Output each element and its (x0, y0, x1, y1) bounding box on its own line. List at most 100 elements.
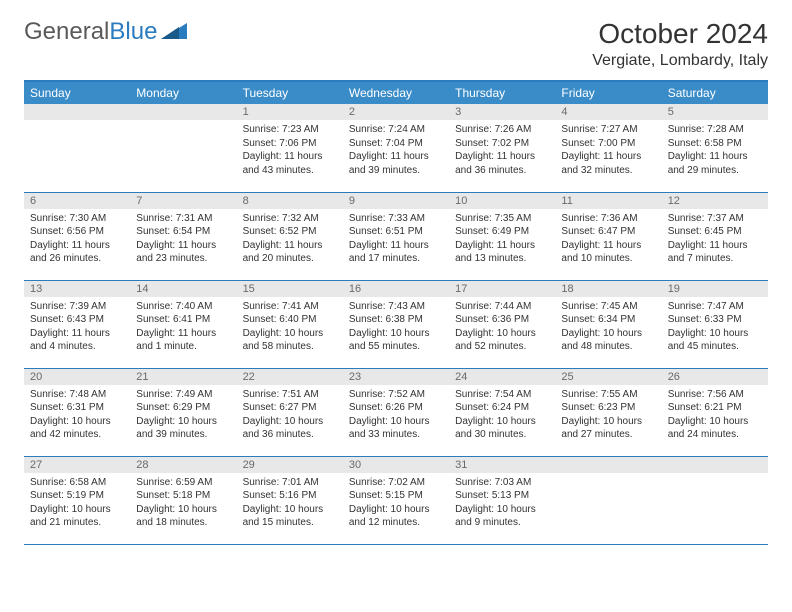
day-content: Sunrise: 7:54 AMSunset: 6:24 PMDaylight:… (449, 385, 555, 445)
daylight-text: Daylight: 10 hours and 15 minutes. (243, 503, 337, 530)
daylight-text: Daylight: 10 hours and 42 minutes. (30, 415, 124, 442)
day-content: Sunrise: 7:49 AMSunset: 6:29 PMDaylight:… (130, 385, 236, 445)
sunset-text: Sunset: 5:19 PM (30, 489, 124, 503)
day-content: Sunrise: 7:51 AMSunset: 6:27 PMDaylight:… (237, 385, 343, 445)
daylight-text: Daylight: 10 hours and 21 minutes. (30, 503, 124, 530)
sunrise-text: Sunrise: 7:39 AM (30, 300, 124, 314)
sunrise-text: Sunrise: 7:55 AM (561, 388, 655, 402)
day-number: 14 (130, 281, 236, 297)
day-number: 10 (449, 193, 555, 209)
sunrise-text: Sunrise: 7:26 AM (455, 123, 549, 137)
sunset-text: Sunset: 6:33 PM (668, 313, 762, 327)
sunset-text: Sunset: 5:18 PM (136, 489, 230, 503)
daylight-text: Daylight: 10 hours and 45 minutes. (668, 327, 762, 354)
calendar-day-cell: 30Sunrise: 7:02 AMSunset: 5:15 PMDayligh… (343, 456, 449, 544)
daylight-text: Daylight: 10 hours and 58 minutes. (243, 327, 337, 354)
calendar-week-row: 6Sunrise: 7:30 AMSunset: 6:56 PMDaylight… (24, 192, 768, 280)
sunset-text: Sunset: 6:49 PM (455, 225, 549, 239)
calendar-day-cell: 8Sunrise: 7:32 AMSunset: 6:52 PMDaylight… (237, 192, 343, 280)
day-content: Sunrise: 7:01 AMSunset: 5:16 PMDaylight:… (237, 473, 343, 533)
day-number: 7 (130, 193, 236, 209)
calendar-day-cell: 4Sunrise: 7:27 AMSunset: 7:00 PMDaylight… (555, 104, 661, 192)
sunrise-text: Sunrise: 7:56 AM (668, 388, 762, 402)
calendar-day-cell: 7Sunrise: 7:31 AMSunset: 6:54 PMDaylight… (130, 192, 236, 280)
sunrise-text: Sunrise: 7:45 AM (561, 300, 655, 314)
weekday-header: Wednesday (343, 81, 449, 104)
daylight-text: Daylight: 11 hours and 26 minutes. (30, 239, 124, 266)
day-content: Sunrise: 7:32 AMSunset: 6:52 PMDaylight:… (237, 209, 343, 269)
day-content: Sunrise: 7:26 AMSunset: 7:02 PMDaylight:… (449, 120, 555, 180)
sunrise-text: Sunrise: 7:48 AM (30, 388, 124, 402)
daylight-text: Daylight: 11 hours and 36 minutes. (455, 150, 549, 177)
calendar-day-cell: 18Sunrise: 7:45 AMSunset: 6:34 PMDayligh… (555, 280, 661, 368)
day-number: 6 (24, 193, 130, 209)
sunset-text: Sunset: 6:27 PM (243, 401, 337, 415)
sunset-text: Sunset: 7:06 PM (243, 137, 337, 151)
day-content: Sunrise: 7:03 AMSunset: 5:13 PMDaylight:… (449, 473, 555, 533)
sunrise-text: Sunrise: 7:44 AM (455, 300, 549, 314)
calendar-week-row: 20Sunrise: 7:48 AMSunset: 6:31 PMDayligh… (24, 368, 768, 456)
sunset-text: Sunset: 6:24 PM (455, 401, 549, 415)
daylight-text: Daylight: 10 hours and 24 minutes. (668, 415, 762, 442)
day-content: Sunrise: 7:37 AMSunset: 6:45 PMDaylight:… (662, 209, 768, 269)
daylight-text: Daylight: 10 hours and 52 minutes. (455, 327, 549, 354)
daylight-text: Daylight: 10 hours and 18 minutes. (136, 503, 230, 530)
sunset-text: Sunset: 6:36 PM (455, 313, 549, 327)
calendar-day-cell: 23Sunrise: 7:52 AMSunset: 6:26 PMDayligh… (343, 368, 449, 456)
day-content: Sunrise: 7:35 AMSunset: 6:49 PMDaylight:… (449, 209, 555, 269)
daylight-text: Daylight: 10 hours and 12 minutes. (349, 503, 443, 530)
day-number: 21 (130, 369, 236, 385)
sunrise-text: Sunrise: 7:24 AM (349, 123, 443, 137)
day-content: Sunrise: 7:52 AMSunset: 6:26 PMDaylight:… (343, 385, 449, 445)
sunrise-text: Sunrise: 7:52 AM (349, 388, 443, 402)
day-content: Sunrise: 7:48 AMSunset: 6:31 PMDaylight:… (24, 385, 130, 445)
day-content: Sunrise: 7:33 AMSunset: 6:51 PMDaylight:… (343, 209, 449, 269)
calendar-day-cell: 26Sunrise: 7:56 AMSunset: 6:21 PMDayligh… (662, 368, 768, 456)
day-content: Sunrise: 7:43 AMSunset: 6:38 PMDaylight:… (343, 297, 449, 357)
day-number: 25 (555, 369, 661, 385)
day-number: 9 (343, 193, 449, 209)
day-number: 3 (449, 104, 555, 120)
calendar-day-cell: 25Sunrise: 7:55 AMSunset: 6:23 PMDayligh… (555, 368, 661, 456)
day-number: 8 (237, 193, 343, 209)
daylight-text: Daylight: 11 hours and 10 minutes. (561, 239, 655, 266)
day-number: 23 (343, 369, 449, 385)
daylight-text: Daylight: 10 hours and 48 minutes. (561, 327, 655, 354)
calendar-day-cell: 24Sunrise: 7:54 AMSunset: 6:24 PMDayligh… (449, 368, 555, 456)
sunrise-text: Sunrise: 7:23 AM (243, 123, 337, 137)
sunrise-text: Sunrise: 7:33 AM (349, 212, 443, 226)
sunset-text: Sunset: 6:31 PM (30, 401, 124, 415)
sunset-text: Sunset: 6:56 PM (30, 225, 124, 239)
calendar-body: 1Sunrise: 7:23 AMSunset: 7:06 PMDaylight… (24, 104, 768, 544)
sunrise-text: Sunrise: 7:02 AM (349, 476, 443, 490)
calendar-day-cell: 3Sunrise: 7:26 AMSunset: 7:02 PMDaylight… (449, 104, 555, 192)
sunrise-text: Sunrise: 7:36 AM (561, 212, 655, 226)
calendar-week-row: 27Sunrise: 6:58 AMSunset: 5:19 PMDayligh… (24, 456, 768, 544)
day-content: Sunrise: 7:45 AMSunset: 6:34 PMDaylight:… (555, 297, 661, 357)
day-content: Sunrise: 7:28 AMSunset: 6:58 PMDaylight:… (662, 120, 768, 180)
day-content: Sunrise: 7:31 AMSunset: 6:54 PMDaylight:… (130, 209, 236, 269)
calendar-grid: Sunday Monday Tuesday Wednesday Thursday… (24, 80, 768, 545)
calendar-day-cell: 19Sunrise: 7:47 AMSunset: 6:33 PMDayligh… (662, 280, 768, 368)
sunset-text: Sunset: 6:43 PM (30, 313, 124, 327)
logo-text-blue: Blue (109, 18, 157, 46)
day-content: Sunrise: 6:59 AMSunset: 5:18 PMDaylight:… (130, 473, 236, 533)
weekday-header: Saturday (662, 81, 768, 104)
weekday-header: Tuesday (237, 81, 343, 104)
sunrise-text: Sunrise: 7:54 AM (455, 388, 549, 402)
sunset-text: Sunset: 6:41 PM (136, 313, 230, 327)
day-content: Sunrise: 6:58 AMSunset: 5:19 PMDaylight:… (24, 473, 130, 533)
calendar-day-cell: 1Sunrise: 7:23 AMSunset: 7:06 PMDaylight… (237, 104, 343, 192)
day-number-empty (24, 104, 130, 120)
sunset-text: Sunset: 5:15 PM (349, 489, 443, 503)
sunrise-text: Sunrise: 7:37 AM (668, 212, 762, 226)
daylight-text: Daylight: 11 hours and 7 minutes. (668, 239, 762, 266)
day-content: Sunrise: 7:56 AMSunset: 6:21 PMDaylight:… (662, 385, 768, 445)
day-content: Sunrise: 7:55 AMSunset: 6:23 PMDaylight:… (555, 385, 661, 445)
calendar-day-cell (662, 456, 768, 544)
sunset-text: Sunset: 6:58 PM (668, 137, 762, 151)
day-content: Sunrise: 7:36 AMSunset: 6:47 PMDaylight:… (555, 209, 661, 269)
month-title: October 2024 (592, 18, 768, 50)
sunrise-text: Sunrise: 7:43 AM (349, 300, 443, 314)
sunset-text: Sunset: 6:23 PM (561, 401, 655, 415)
